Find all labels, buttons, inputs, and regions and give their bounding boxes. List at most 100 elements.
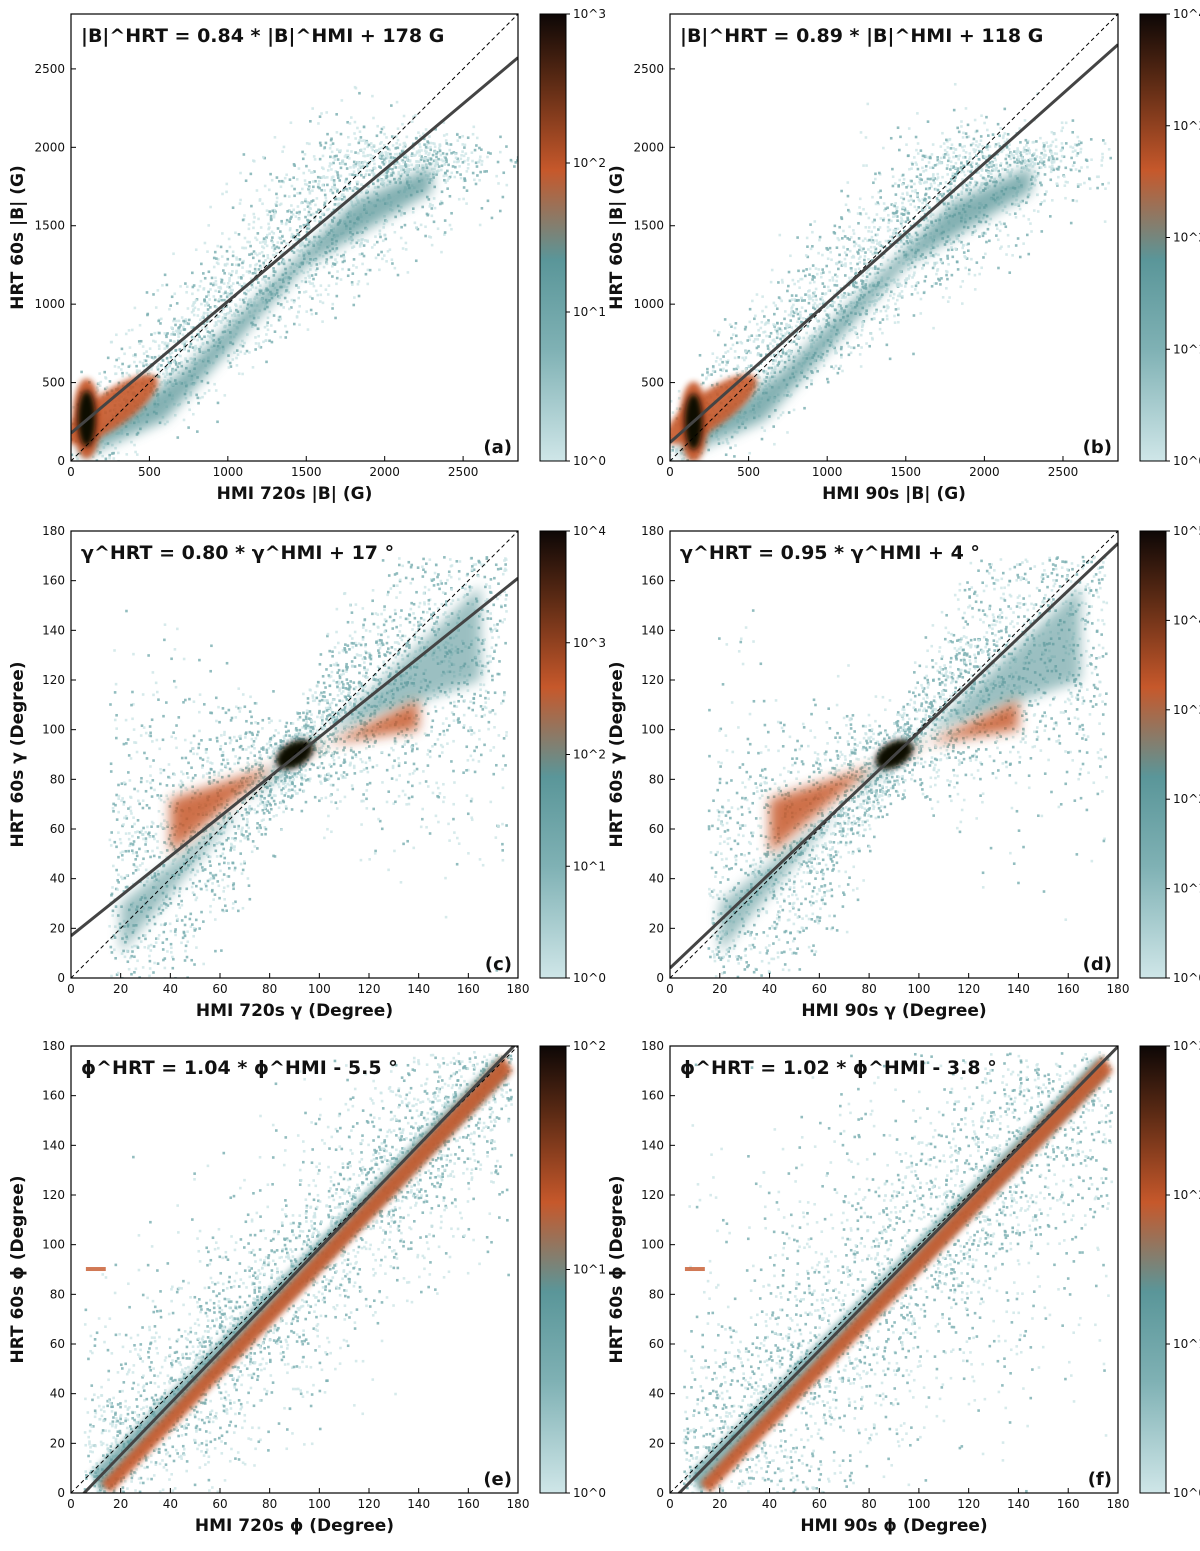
density-cell <box>349 173 352 176</box>
density-cell <box>437 227 440 230</box>
density-cell <box>772 425 775 428</box>
density-cell <box>393 178 396 181</box>
density-cell <box>254 324 257 327</box>
density-cell <box>1016 165 1019 168</box>
density-cell <box>962 132 965 135</box>
density-cell <box>409 159 412 162</box>
density-cell <box>382 185 385 188</box>
density-cell <box>169 339 172 342</box>
density-cell <box>848 277 851 280</box>
density-cell <box>825 265 828 268</box>
density-cell <box>219 287 222 290</box>
density-cell <box>1011 168 1014 171</box>
density-cell <box>264 275 267 278</box>
density-cell <box>826 314 829 317</box>
density-cell <box>370 146 373 149</box>
density-cell <box>853 241 856 244</box>
density-cell <box>96 386 99 389</box>
density-cell <box>220 321 223 324</box>
density-cell <box>964 174 967 177</box>
density-cell <box>360 238 363 241</box>
density-cell <box>1028 164 1031 167</box>
density-cell <box>340 255 343 258</box>
density-cell <box>953 109 956 112</box>
density-cell <box>900 245 903 248</box>
density-cell <box>902 174 905 177</box>
density-cell <box>326 262 329 265</box>
density-cell <box>929 157 932 160</box>
density-cell <box>444 231 447 234</box>
density-cell <box>308 187 311 190</box>
density-cell <box>192 346 195 349</box>
density-cell <box>840 190 843 193</box>
density-cell <box>1052 157 1055 160</box>
density-cell <box>279 318 282 321</box>
density-cell <box>128 365 131 368</box>
density-cell <box>721 361 724 364</box>
density-cell <box>947 263 950 266</box>
density-cell <box>133 361 136 364</box>
density-cell <box>143 352 146 355</box>
density-cell <box>332 192 335 195</box>
density-cell <box>258 252 261 255</box>
density-cell <box>207 308 210 311</box>
density-cell <box>445 174 448 177</box>
density-cell <box>205 328 208 331</box>
density-cell <box>520 146 523 149</box>
density-cell <box>258 342 261 345</box>
density-cell <box>377 254 380 257</box>
density-cell <box>765 376 768 379</box>
density-cell <box>164 332 167 335</box>
density-cell <box>822 318 825 321</box>
density-cell <box>264 185 267 188</box>
x-tick-label: 2000 <box>369 465 400 479</box>
density-cell <box>319 142 322 145</box>
density-cell <box>774 409 777 412</box>
density-cell <box>245 179 248 182</box>
density-cell <box>146 355 149 358</box>
density-cell <box>298 305 301 308</box>
density-cell <box>330 256 333 259</box>
density-cell <box>264 326 267 329</box>
density-cell <box>937 268 940 271</box>
density-cell <box>177 371 180 374</box>
density-cell <box>397 171 400 174</box>
density-cell <box>857 344 860 347</box>
density-layer <box>649 14 1148 483</box>
density-cell <box>873 219 876 222</box>
density-cell <box>357 168 360 171</box>
density-cell <box>901 220 904 223</box>
density-cell <box>238 233 241 236</box>
density-cell <box>758 376 761 379</box>
density-cell <box>419 135 422 138</box>
density-cell <box>461 150 464 153</box>
density-cell <box>166 421 169 424</box>
density-cell <box>211 337 214 340</box>
density-cell <box>833 284 836 287</box>
density-cell <box>447 164 450 167</box>
density-cell <box>169 373 172 376</box>
density-cell <box>1021 157 1024 160</box>
density-cell <box>397 127 400 130</box>
density-cell <box>433 186 436 189</box>
density-cell <box>160 364 163 367</box>
density-cell <box>284 325 287 328</box>
density-cell <box>121 363 124 366</box>
density-cell <box>819 236 822 239</box>
density-cell <box>426 159 429 162</box>
density-cell <box>226 258 229 261</box>
density-cell <box>990 172 993 175</box>
density-cell <box>327 293 330 296</box>
density-cell <box>363 255 366 258</box>
density-cell <box>805 268 808 271</box>
density-cell <box>190 326 193 329</box>
density-cell <box>189 394 192 397</box>
density-cell <box>415 137 418 140</box>
density-cell <box>736 342 739 345</box>
density-cell <box>795 308 798 311</box>
density-cell <box>411 120 414 123</box>
density-cell <box>394 231 397 234</box>
density-cell <box>1060 160 1063 163</box>
density-cell <box>874 178 877 181</box>
density-cell <box>862 274 865 277</box>
